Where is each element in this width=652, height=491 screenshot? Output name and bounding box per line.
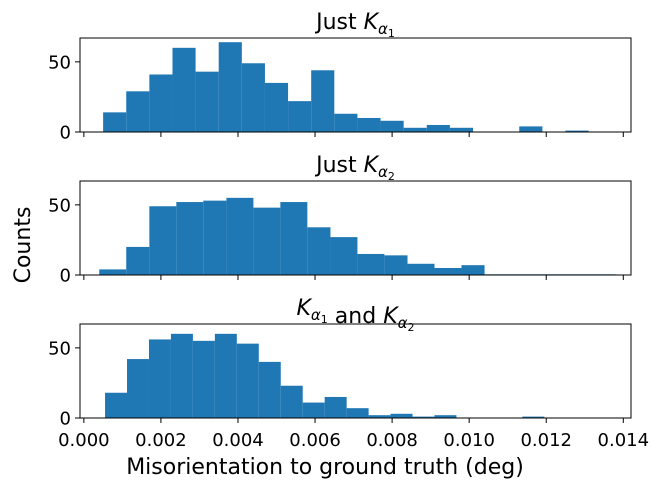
title-symbol: K xyxy=(364,153,380,178)
x-tick-label: 0.004 xyxy=(212,430,264,451)
x-tick-label: 0.010 xyxy=(443,430,495,451)
histogram-bar xyxy=(357,117,381,132)
title-subsubscript: 1 xyxy=(388,27,395,40)
figure-xlabel: Misorientation to ground truth (deg) xyxy=(126,455,524,480)
histogram-bar xyxy=(403,127,427,132)
histogram-bar xyxy=(330,237,358,275)
histogram-bar xyxy=(264,82,289,132)
title-subsubscript: 2 xyxy=(388,170,395,183)
histogram-bar xyxy=(412,416,435,418)
histogram-bar xyxy=(192,340,215,418)
histogram-bar xyxy=(195,71,219,132)
title-subscript: α xyxy=(378,163,388,181)
histogram-bar xyxy=(203,200,227,275)
histogram-bar xyxy=(236,343,259,418)
histogram-panel-3: 0 50 0.000 0.002 0.004 0.006 0.008 0.010 0.012 0.… xyxy=(48,296,649,451)
histogram-bar xyxy=(170,333,193,418)
histogram-bar xyxy=(324,396,347,418)
histogram-bar xyxy=(127,359,149,418)
x-tick-label: 0.008 xyxy=(366,430,418,451)
histogram-bar xyxy=(334,113,358,132)
axes-frame xyxy=(79,180,632,276)
histogram-bar xyxy=(307,227,331,275)
title-middle: and xyxy=(328,304,383,329)
histogram-bar xyxy=(214,333,237,418)
histogram-bar xyxy=(226,197,254,275)
histogram-bar xyxy=(99,269,127,275)
x-tick-label: 0.000 xyxy=(58,430,110,451)
title-subsubscript: 1 xyxy=(321,313,328,326)
histogram-bar xyxy=(449,127,474,132)
title-symbol: K xyxy=(296,296,312,321)
axes-frame xyxy=(79,37,632,133)
y-tick-label: 0 xyxy=(60,266,71,287)
x-tick-label: 0.014 xyxy=(598,430,650,451)
histogram-panel-2: 0 50 Just Kα2 xyxy=(48,153,632,287)
title-text-part: Just xyxy=(314,153,364,178)
title-subscript: α xyxy=(311,306,321,324)
histogram-bar xyxy=(241,63,265,132)
panel-title: Just Kα2 xyxy=(314,153,395,183)
y-tick-label: 0 xyxy=(60,409,71,430)
histogram-bar xyxy=(148,339,171,418)
histogram-bar xyxy=(302,402,325,418)
histogram-bar xyxy=(280,202,308,275)
histogram-bar xyxy=(105,392,128,418)
title-subscript: α xyxy=(378,20,388,38)
histogram-bar xyxy=(258,361,281,418)
panel-title: Just Kα1 xyxy=(314,10,395,40)
histogram-bar xyxy=(149,206,177,275)
histogram-bar xyxy=(176,202,204,275)
y-tick-label: 50 xyxy=(48,195,71,216)
histogram-bar xyxy=(390,413,413,418)
histogram-bar xyxy=(218,42,242,132)
histogram-bar xyxy=(434,267,462,275)
y-tick-label: 50 xyxy=(48,52,71,73)
histogram-bar xyxy=(172,47,196,133)
title-symbol-2: K xyxy=(383,304,399,329)
histogram-bar xyxy=(407,263,435,275)
title-subsubscript-2: 2 xyxy=(408,321,415,334)
x-tick-label: 0.012 xyxy=(520,430,572,451)
histogram-bar xyxy=(311,70,335,132)
histogram-bar xyxy=(384,255,408,275)
histogram-bar xyxy=(426,124,450,132)
histogram-bar xyxy=(253,207,281,275)
histogram-bar xyxy=(149,74,173,132)
y-tick-label: 0 xyxy=(60,123,71,144)
axes-frame xyxy=(79,323,632,419)
title-symbol: K xyxy=(364,10,380,35)
histogram-bar xyxy=(280,385,303,418)
figure-ylabel: Counts xyxy=(11,207,36,284)
histogram-bar xyxy=(126,246,150,275)
histogram-bar xyxy=(346,408,369,418)
histogram-bar xyxy=(461,265,485,275)
x-tick-label: 0.002 xyxy=(135,430,187,451)
histogram-bar xyxy=(434,415,457,418)
panel-title: Kα1 and Kα2 xyxy=(296,296,414,334)
title-text-part: Just xyxy=(314,10,364,35)
y-tick-label: 50 xyxy=(48,338,71,359)
histogram-bar xyxy=(288,101,312,132)
histogram-bar xyxy=(565,130,589,132)
x-tick-label: 0.006 xyxy=(289,430,341,451)
histogram-bar xyxy=(522,416,545,418)
histogram-bar xyxy=(103,112,127,132)
histogram-bar xyxy=(519,126,543,132)
title-subscript-2: α xyxy=(398,314,408,332)
histogram-bar xyxy=(368,415,391,418)
histogram-bar xyxy=(380,120,404,132)
histogram-bar xyxy=(357,253,385,275)
histogram-bar xyxy=(126,91,150,132)
histogram-panel-1: 0 50 Just Kα1 xyxy=(48,10,632,144)
